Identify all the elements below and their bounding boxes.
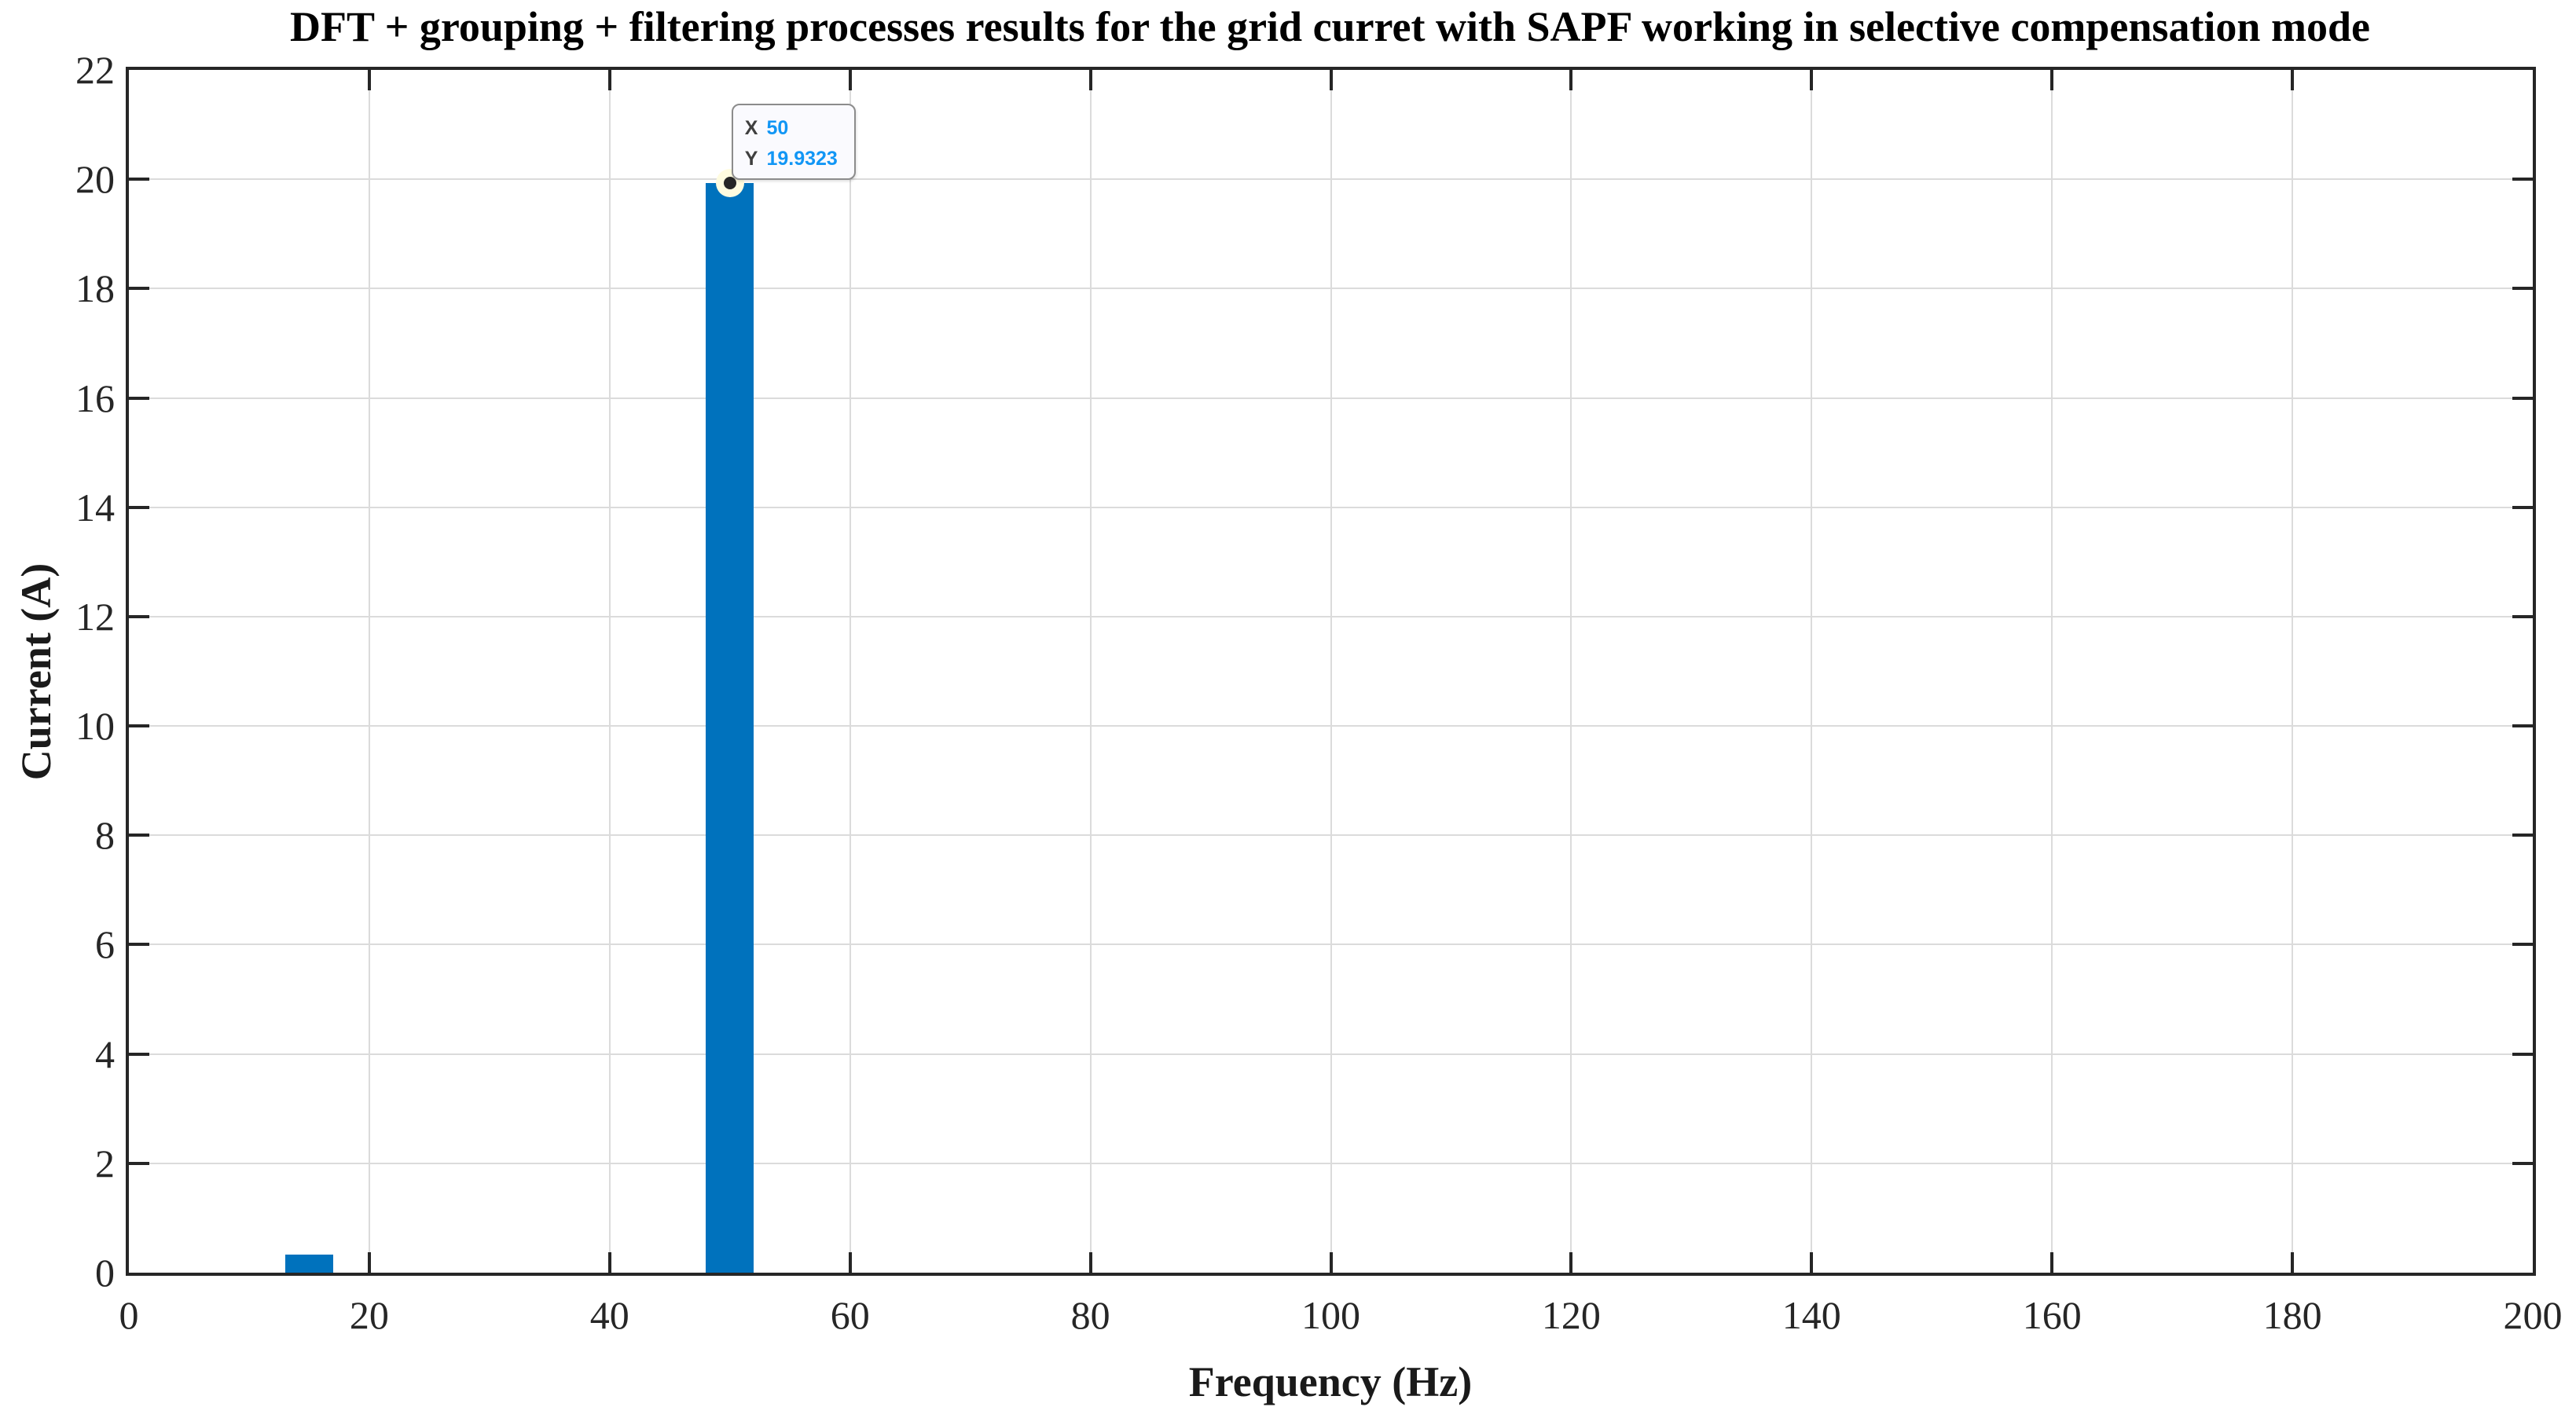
y-gridline <box>129 834 2533 837</box>
y-tick-mark <box>2512 505 2533 509</box>
y-tick-mark <box>2512 287 2533 291</box>
y-tick-mark <box>2512 943 2533 947</box>
x-gridline <box>2292 70 2294 1273</box>
x-tick-label: 0 <box>119 1293 139 1337</box>
y-tick-label: 14 <box>75 485 115 529</box>
x-tick-label: 100 <box>1301 1293 1360 1337</box>
x-tick-mark <box>2291 1252 2295 1273</box>
x-tick-label: 120 <box>1541 1293 1601 1337</box>
x-axis-label: Frequency (Hz) <box>1188 1358 1473 1405</box>
x-tick-label: 40 <box>589 1293 629 1337</box>
y-tick-label: 10 <box>75 704 115 749</box>
y-tick-label: 6 <box>95 922 115 967</box>
bar[interactable] <box>284 1255 333 1273</box>
y-tick-mark <box>129 724 149 728</box>
y-tick-label: 16 <box>75 376 115 420</box>
y-tick-label: 18 <box>75 266 115 311</box>
y-tick-mark <box>2512 396 2533 400</box>
x-gridline <box>2051 70 2053 1273</box>
y-tick-mark <box>2512 724 2533 728</box>
datatip-y-value: 19.9323 <box>766 147 838 170</box>
y-tick-label: 8 <box>95 813 115 858</box>
x-tick-label: 60 <box>830 1293 870 1337</box>
x-tick-label: 180 <box>2262 1293 2322 1337</box>
x-tick-mark <box>1569 1252 1573 1273</box>
x-tick-label: 200 <box>2503 1293 2563 1337</box>
y-tick-mark <box>129 396 149 400</box>
y-gridline <box>129 725 2533 727</box>
x-tick-mark <box>1810 1252 1814 1273</box>
y-gridline <box>129 1162 2533 1164</box>
y-tick-mark <box>129 1161 149 1165</box>
y-tick-mark <box>129 287 149 291</box>
y-tick-mark <box>2512 178 2533 181</box>
y-tick-mark <box>129 834 149 837</box>
x-tick-label: 20 <box>349 1293 389 1337</box>
y-tick-label: 22 <box>75 48 115 92</box>
y-gridline <box>129 288 2533 290</box>
x-tick-mark <box>2050 1252 2054 1273</box>
x-gridline <box>1089 70 1092 1273</box>
y-tick-mark <box>129 505 149 509</box>
datatip-x-value: 50 <box>766 116 789 139</box>
datatip-marker[interactable] <box>723 176 736 189</box>
x-tick-label: 160 <box>2022 1293 2082 1337</box>
x-tick-label: 80 <box>1070 1293 1110 1337</box>
y-gridline <box>129 615 2533 617</box>
y-tick-label: 12 <box>75 594 115 639</box>
datatip-y-label: Y <box>744 147 758 170</box>
y-tick-label: 2 <box>95 1141 115 1185</box>
x-tick-mark <box>2291 70 2295 90</box>
x-tick-mark <box>367 1252 371 1273</box>
bar[interactable] <box>706 182 754 1273</box>
x-gridline <box>608 70 611 1273</box>
y-tick-mark <box>2512 834 2533 837</box>
y-gridline <box>129 506 2533 508</box>
y-tick-mark <box>2512 1052 2533 1056</box>
y-tick-mark <box>2512 1161 2533 1165</box>
x-gridline <box>849 70 851 1273</box>
y-gridline <box>129 397 2533 399</box>
x-tick-mark <box>848 1252 852 1273</box>
y-gridline <box>129 178 2533 181</box>
x-tick-mark <box>367 70 371 90</box>
y-gridline <box>129 1053 2533 1055</box>
datatip-x-row: X 50 <box>745 113 854 144</box>
x-gridline <box>368 70 370 1273</box>
datatip-y-row: Y 19.9323 <box>745 144 854 174</box>
x-gridline <box>1811 70 1813 1273</box>
x-tick-mark <box>1329 1252 1333 1273</box>
x-tick-mark <box>2050 70 2054 90</box>
y-tick-mark <box>129 614 149 618</box>
x-gridline <box>1330 70 1332 1273</box>
x-tick-mark <box>607 1252 611 1273</box>
y-tick-label: 4 <box>95 1031 115 1076</box>
y-tick-mark <box>2512 614 2533 618</box>
datatip-x-label: X <box>744 116 758 139</box>
datatip[interactable]: X 50 Y 19.9323 <box>731 103 856 180</box>
x-gridline <box>1570 70 1572 1273</box>
y-tick-label: 20 <box>75 157 115 202</box>
x-tick-mark <box>1088 70 1092 90</box>
x-tick-mark <box>1569 70 1573 90</box>
plot-area[interactable] <box>126 67 2536 1276</box>
x-tick-mark <box>1810 70 1814 90</box>
y-tick-label: 0 <box>95 1251 115 1295</box>
y-tick-mark <box>129 943 149 947</box>
x-tick-mark <box>1329 70 1333 90</box>
x-tick-label: 140 <box>1782 1293 1841 1337</box>
y-tick-mark <box>129 1052 149 1056</box>
x-tick-mark <box>1088 1252 1092 1273</box>
chart-title: DFT + grouping + filtering processes res… <box>290 3 2370 50</box>
x-tick-mark <box>607 70 611 90</box>
x-tick-mark <box>848 70 852 90</box>
y-gridline <box>129 943 2533 946</box>
y-tick-mark <box>129 178 149 181</box>
